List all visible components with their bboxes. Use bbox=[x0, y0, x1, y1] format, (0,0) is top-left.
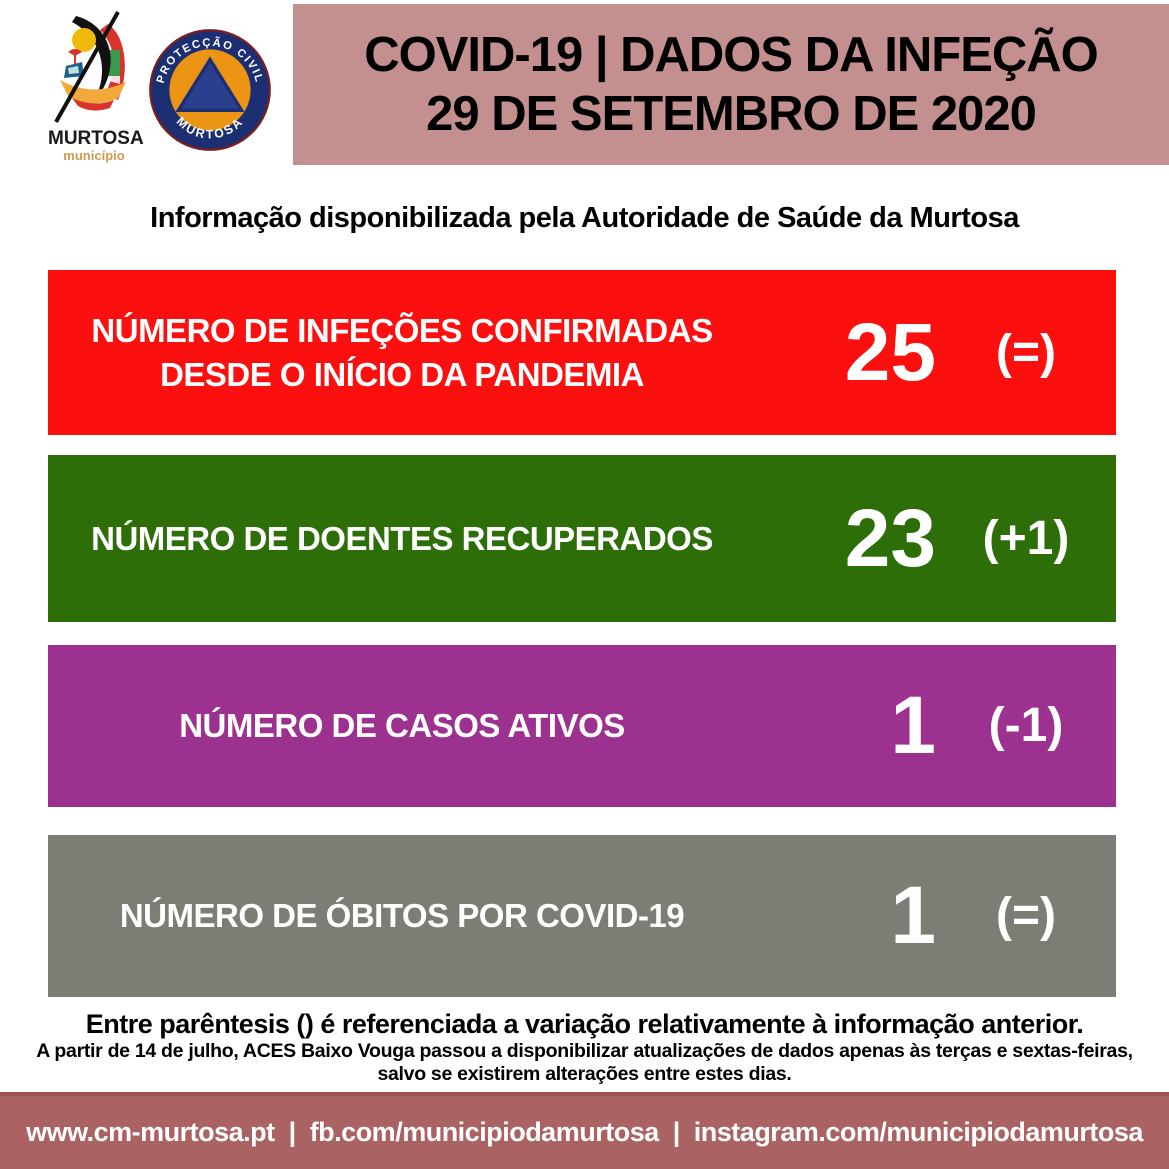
stat-value-recovered: 23 bbox=[844, 492, 936, 584]
stat-label-line: NÚMERO DE ÓBITOS POR COVID-19 bbox=[119, 897, 685, 935]
page-title-line2: 29 DE SETEMBRO DE 2020 bbox=[426, 86, 1037, 141]
stat-value-group: 1 (-1) bbox=[756, 685, 1116, 767]
logo-area: MURTOSA município PROTECÇÃO CIVIL MURTOS… bbox=[40, 8, 290, 163]
facebook-link[interactable]: fb.com/municipiodamurtosa bbox=[309, 1117, 660, 1147]
stat-value-group: 25 (=) bbox=[756, 306, 1116, 398]
notes: Entre parêntesis () é referenciada a var… bbox=[0, 1008, 1169, 1086]
stat-value-group: 23 (+1) bbox=[756, 492, 1116, 584]
stat-label-line: NÚMERO DE CASOS ATIVOS bbox=[179, 707, 625, 745]
note-schedule-line1: A partir de 14 de julho, ACES Baixo Voug… bbox=[36, 1040, 1133, 1063]
stat-band-active-cases: NÚMERO DE CASOS ATIVOS 1 (-1) bbox=[48, 645, 1116, 807]
stat-band-recovered: NÚMERO DE DOENTES RECUPERADOS 23 (+1) bbox=[48, 455, 1116, 622]
stat-band-deaths: NÚMERO DE ÓBITOS POR COVID-19 1 (=) bbox=[48, 835, 1116, 997]
page-title-line1: COVID-19 | DADOS DA INFEÇÃO bbox=[364, 27, 1099, 82]
stat-label-deaths: NÚMERO DE ÓBITOS POR COVID-19 bbox=[48, 894, 756, 938]
civil-protection-badge-icon: PROTECÇÃO CIVIL MURTOSA bbox=[149, 29, 271, 151]
stat-label-confirmed-infections: NÚMERO DE INFEÇÕES CONFIRMADAS DESDE O I… bbox=[48, 309, 756, 396]
stat-label-line: NÚMERO DE DOENTES RECUPERADOS bbox=[91, 519, 713, 557]
source-subtitle: Informação disponibilizada pela Autorida… bbox=[150, 202, 1019, 234]
header-title-band: COVID-19 | DADOS DA INFEÇÃO 29 DE SETEMB… bbox=[293, 4, 1169, 165]
note-schedule-line2: salvo se existirem alterações entre este… bbox=[377, 1063, 792, 1086]
stat-value-deaths: 1 bbox=[890, 870, 936, 961]
stat-value-group: 1 (=) bbox=[756, 875, 1116, 957]
murtosa-boat-icon bbox=[54, 11, 126, 123]
stat-value-confirmed: 25 bbox=[844, 306, 936, 398]
stat-label-active-cases: NÚMERO DE CASOS ATIVOS bbox=[48, 704, 756, 748]
stat-label-line: DESDE O INÍCIO DA PANDEMIA bbox=[160, 355, 644, 393]
footer-separator: | bbox=[288, 1117, 297, 1147]
website-link[interactable]: www.cm-murtosa.pt bbox=[26, 1117, 275, 1147]
civil-protection-logo: PROTECÇÃO CIVIL MURTOSA bbox=[148, 28, 272, 152]
stat-delta-active: (-1) bbox=[988, 699, 1064, 752]
stat-label-line: NÚMERO DE INFEÇÕES CONFIRMADAS bbox=[91, 311, 713, 349]
stat-delta-deaths: (=) bbox=[996, 889, 1056, 942]
murtosa-logo-subtitle: município bbox=[63, 148, 125, 163]
murtosa-municipality-logo: MURTOSA município bbox=[48, 10, 144, 163]
stat-delta-confirmed: (=) bbox=[996, 325, 1056, 379]
stat-band-confirmed-infections: NÚMERO DE INFEÇÕES CONFIRMADAS DESDE O I… bbox=[48, 270, 1116, 435]
stat-value-active: 1 bbox=[890, 680, 936, 771]
footer-separator: | bbox=[672, 1117, 681, 1147]
footer-links-band: www.cm-murtosa.pt | fb.com/municipiodamu… bbox=[0, 1092, 1169, 1169]
note-variation: Entre parêntesis () é referenciada a var… bbox=[85, 1009, 1084, 1039]
murtosa-logo-title: MURTOSA bbox=[48, 128, 144, 149]
stat-label-recovered: NÚMERO DE DOENTES RECUPERADOS bbox=[48, 517, 756, 561]
instagram-link[interactable]: instagram.com/municipiodamurtosa bbox=[693, 1117, 1144, 1147]
stat-delta-recovered: (+1) bbox=[982, 511, 1070, 565]
